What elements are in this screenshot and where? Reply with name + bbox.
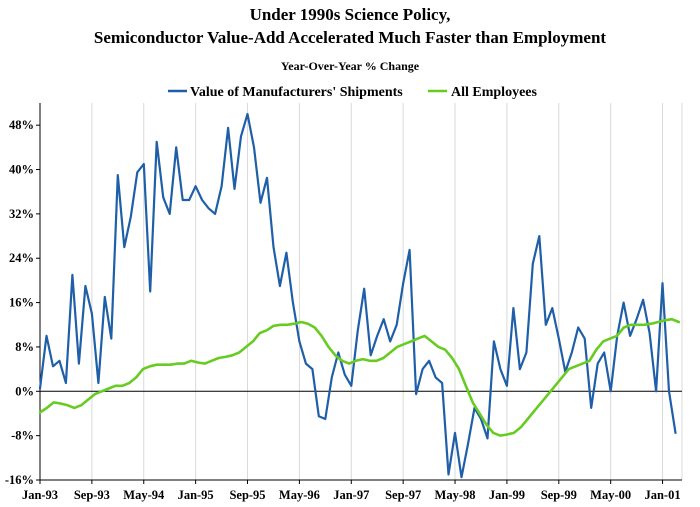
x-tick-label-2: May-94 [123, 488, 165, 502]
y-tick-labels: -16% -8% 0% 8% 16% 24% 32% 40% 48% [5, 118, 34, 487]
y-tick-label-6: 32% [9, 207, 34, 221]
y-tick-label-3: 8% [15, 340, 34, 354]
y-tick-label-1: -8% [11, 429, 34, 443]
series [38, 113, 681, 479]
chart-subtitle: Year-Over-Year % Change [281, 59, 420, 73]
x-tick-label-4: Sep-95 [229, 488, 265, 502]
x-tick-label-8: May-98 [435, 488, 476, 502]
y-tick-label-7: 40% [9, 163, 34, 177]
x-tick-label-7: Sep-97 [385, 488, 421, 502]
legend-label-shipments: Value of Manufacturers' Shipments [190, 85, 403, 100]
series-line-employees [38, 317, 681, 437]
y-tick-label-4: 16% [9, 296, 34, 310]
legend-label-employees: All Employees [451, 85, 537, 100]
x-tick-label-3: Jan-95 [178, 488, 214, 502]
x-tick-label-0: Jan-93 [22, 488, 58, 502]
y-tick-label-2: 0% [15, 384, 34, 398]
x-tick-label-1: Sep-93 [74, 488, 110, 502]
chart-title-line2: Semiconductor Value-Add Accelerated Much… [94, 28, 607, 47]
x-tick-label-12: Jan-01 [644, 488, 680, 502]
axes [36, 103, 682, 484]
x-tick-label-11: May-00 [590, 488, 631, 502]
x-tick-label-9: Jan-99 [489, 488, 525, 502]
series-line-shipments [38, 113, 677, 479]
y-tick-label-5: 24% [9, 251, 34, 265]
x-tick-label-10: Sep-99 [541, 488, 577, 502]
chart-title-line1: Under 1990s Science Policy, [250, 5, 451, 24]
gridlines [39, 103, 683, 480]
legend: Value of Manufacturers' Shipments All Em… [168, 85, 537, 100]
y-tick-label-0: -16% [5, 473, 34, 487]
x-tick-label-5: May-96 [279, 488, 320, 502]
x-tick-labels: Jan-93 Sep-93 May-94 Jan-95 Sep-95 May-96 Jan-… [22, 488, 681, 502]
y-tick-label-8: 48% [9, 118, 34, 132]
x-tick-label-6: Jan-97 [333, 488, 369, 502]
